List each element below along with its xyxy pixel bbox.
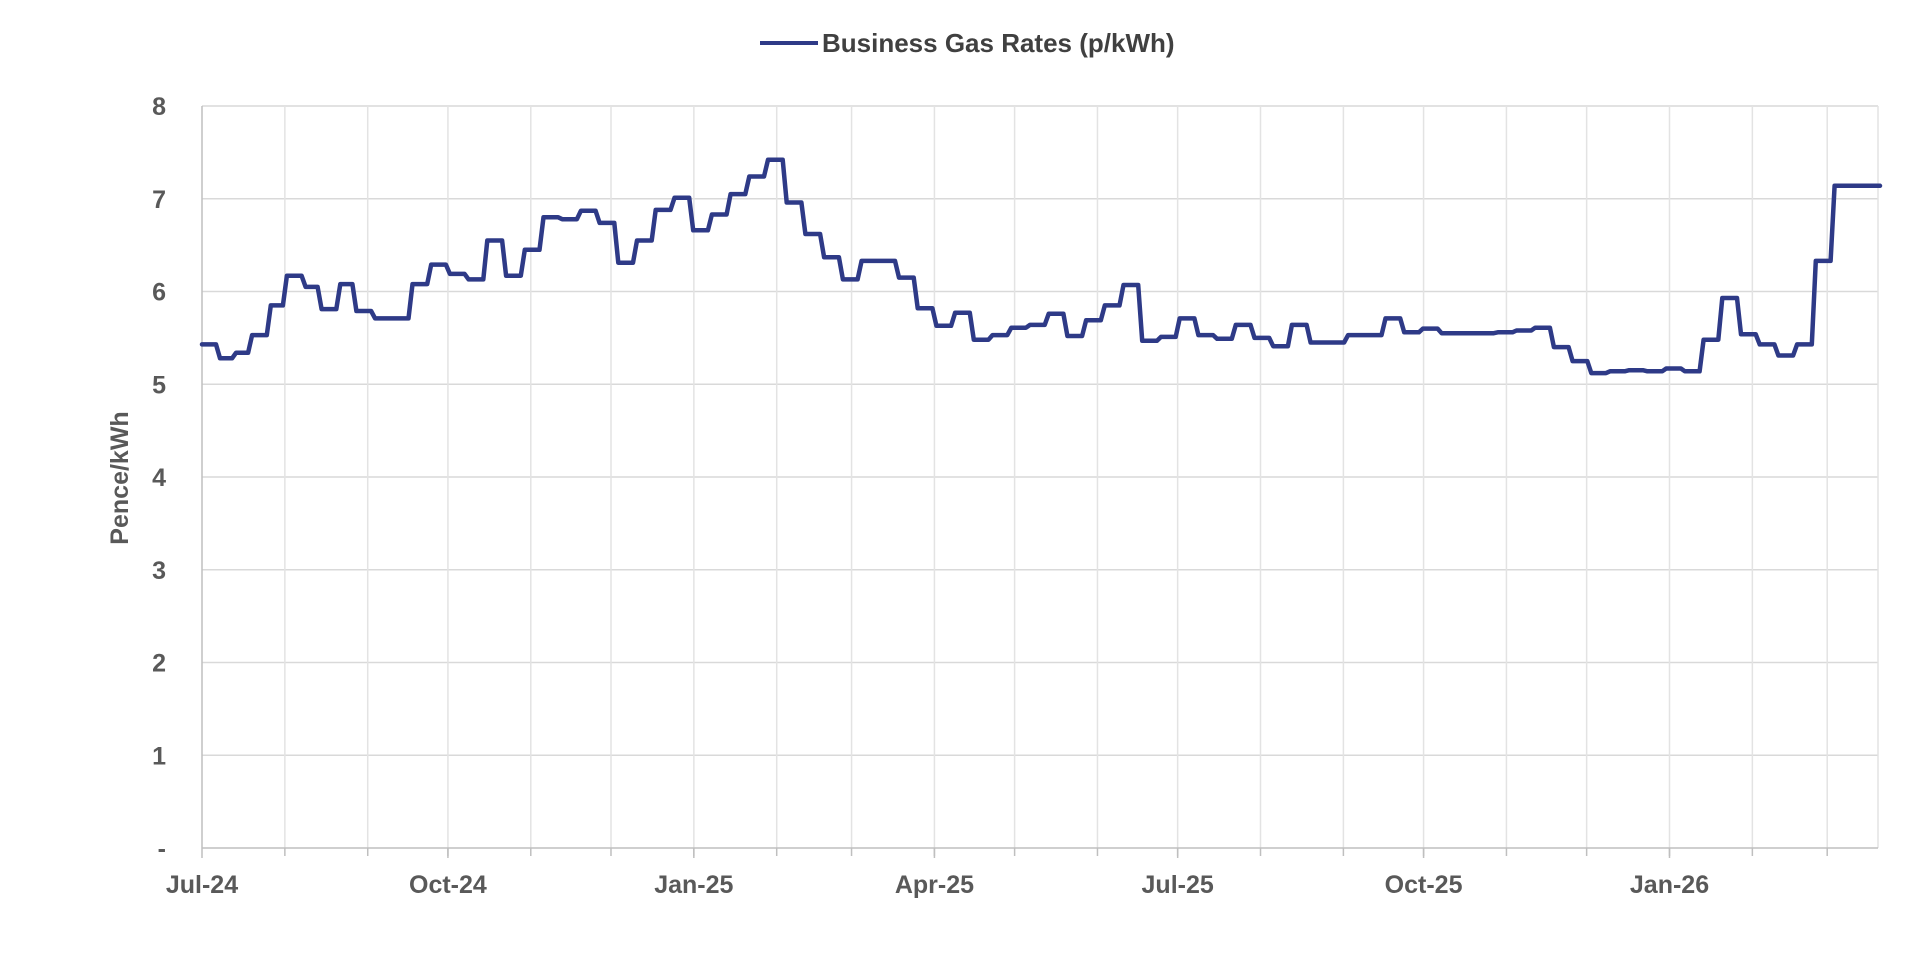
y-tick-label: 7 [152, 186, 166, 214]
series-layer [199, 157, 1883, 376]
y-tick-label: 3 [152, 557, 166, 585]
legend-label: Business Gas Rates (p/kWh) [822, 28, 1175, 58]
x-tick-label: Jul-24 [166, 871, 238, 899]
y-tick-label: 1 [152, 742, 166, 770]
axes [201, 106, 1878, 858]
y-tick-label: 4 [152, 464, 166, 492]
x-tick-label: Oct-25 [1385, 871, 1463, 899]
x-tick-label: Jan-26 [1630, 871, 1709, 899]
y-tick-label: - [158, 835, 166, 863]
y-axis-title: Pence/kWh [106, 411, 134, 544]
x-tick-label: Oct-24 [409, 871, 487, 899]
x-tick-label: Jan-25 [654, 871, 733, 899]
x-tick-label: Jul-25 [1142, 871, 1214, 899]
y-tick-label: 5 [152, 371, 166, 399]
series-line [199, 157, 1883, 376]
y-tick-label: 6 [152, 279, 166, 307]
gridlines [202, 105, 1879, 848]
x-tick-label: Apr-25 [895, 871, 974, 899]
y-tick-label: 8 [152, 93, 166, 121]
y-tick-label: 2 [152, 650, 166, 678]
legend: Business Gas Rates (p/kWh) [760, 28, 1175, 58]
tick-labels: - 1 2 3 4 5 6 7 8 Jul-24 Oct-24 Jan-25 Apr-25 Jul-25 O… [152, 93, 1709, 899]
